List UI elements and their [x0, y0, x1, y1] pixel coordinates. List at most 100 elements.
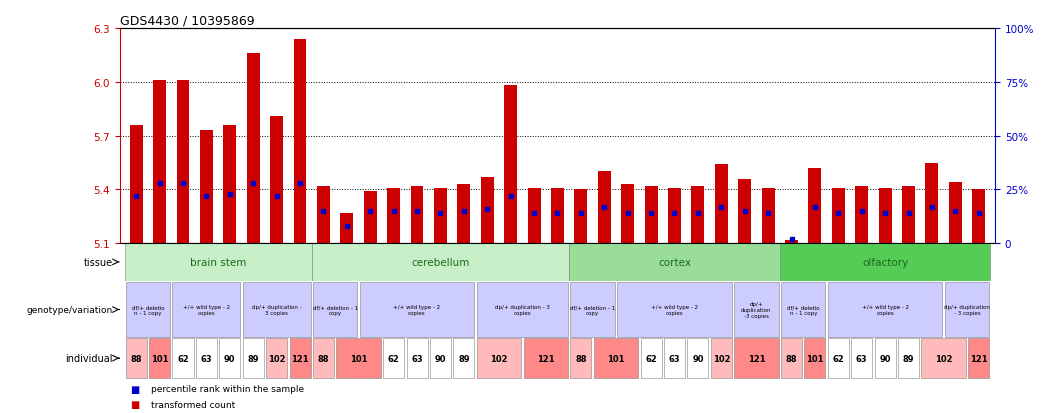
Bar — [317, 186, 330, 244]
Text: +/+ wild type - 2
copies: +/+ wild type - 2 copies — [394, 304, 441, 315]
Bar — [902, 186, 915, 244]
Text: 63: 63 — [412, 354, 423, 363]
Text: df/+ deletio
n - 1 copy: df/+ deletio n - 1 copy — [131, 304, 165, 315]
Bar — [173, 282, 241, 337]
Text: olfactory: olfactory — [862, 257, 909, 267]
Bar — [617, 282, 731, 337]
Text: 88: 88 — [318, 354, 329, 363]
Bar — [477, 339, 521, 378]
Bar — [527, 188, 541, 244]
Text: 121: 121 — [747, 354, 765, 363]
Bar — [383, 339, 404, 378]
Bar — [341, 213, 353, 244]
Text: 89: 89 — [458, 354, 470, 363]
Text: individual: individual — [66, 353, 113, 363]
Bar — [126, 339, 147, 378]
Text: df/+ deletio
n - 1 copy: df/+ deletio n - 1 copy — [787, 304, 819, 315]
Text: 62: 62 — [388, 354, 399, 363]
Bar — [949, 183, 962, 244]
Bar — [457, 185, 470, 244]
Bar — [406, 339, 427, 378]
Bar — [388, 188, 400, 244]
Bar — [243, 282, 311, 337]
Bar — [430, 339, 451, 378]
Text: 62: 62 — [833, 354, 844, 363]
Text: +/+ wild type - 2
copies: +/+ wild type - 2 copies — [651, 304, 698, 315]
Text: 102: 102 — [268, 354, 286, 363]
Bar — [411, 186, 423, 244]
Text: 101: 101 — [151, 354, 169, 363]
Text: 102: 102 — [490, 354, 507, 363]
Text: dp/+ duplication - 3
copies: dp/+ duplication - 3 copies — [495, 304, 550, 315]
Text: transformed count: transformed count — [151, 400, 235, 409]
Text: ■: ■ — [130, 384, 140, 394]
Bar — [945, 282, 989, 337]
Bar — [243, 339, 264, 378]
Bar — [569, 244, 779, 281]
Bar — [968, 339, 989, 378]
Text: 88: 88 — [786, 354, 797, 363]
Text: 121: 121 — [291, 354, 308, 363]
Bar — [504, 86, 517, 244]
Bar — [668, 188, 680, 244]
Text: +/+ wild type - 2
copies: +/+ wild type - 2 copies — [182, 304, 230, 315]
Text: 90: 90 — [435, 354, 446, 363]
Bar — [779, 244, 991, 281]
Text: brain stem: brain stem — [190, 257, 246, 267]
Text: 89: 89 — [248, 354, 259, 363]
Text: dp/+ duplication
- 3 copies: dp/+ duplication - 3 copies — [944, 304, 990, 315]
Bar — [664, 339, 685, 378]
Bar — [827, 282, 942, 337]
Bar — [972, 190, 985, 244]
Bar — [851, 339, 872, 378]
Bar — [200, 131, 213, 244]
Bar — [645, 186, 658, 244]
Text: 63: 63 — [669, 354, 680, 363]
Text: percentile rank within the sample: percentile rank within the sample — [151, 384, 304, 393]
Text: 90: 90 — [879, 354, 891, 363]
Bar — [196, 339, 217, 378]
Bar — [153, 81, 166, 244]
Bar — [130, 126, 143, 244]
Bar — [832, 188, 845, 244]
Bar — [126, 282, 170, 337]
Text: 101: 101 — [350, 354, 367, 363]
Bar — [735, 282, 778, 337]
Bar — [715, 165, 727, 244]
Bar — [598, 172, 611, 244]
Bar — [270, 116, 283, 244]
Bar — [921, 339, 966, 378]
Bar — [313, 282, 357, 337]
Bar — [149, 339, 170, 378]
Text: cortex: cortex — [658, 257, 691, 267]
Bar — [692, 186, 704, 244]
Text: genotype/variation: genotype/variation — [26, 305, 113, 314]
Bar — [480, 178, 494, 244]
Text: dp/+ duplication -
3 copies: dp/+ duplication - 3 copies — [252, 304, 301, 315]
Text: 101: 101 — [807, 354, 823, 363]
Bar — [809, 169, 821, 244]
Bar — [477, 282, 568, 337]
Bar — [247, 54, 259, 244]
Bar — [785, 240, 798, 244]
Text: 121: 121 — [537, 354, 554, 363]
Bar — [898, 339, 919, 378]
Text: 102: 102 — [935, 354, 952, 363]
Bar — [688, 339, 709, 378]
Bar — [739, 179, 751, 244]
Bar — [337, 339, 380, 378]
Bar — [804, 339, 825, 378]
Text: dp/+
duplication
-3 copies: dp/+ duplication -3 copies — [741, 301, 772, 318]
Bar — [780, 282, 825, 337]
Bar — [925, 163, 939, 244]
Text: 63: 63 — [201, 354, 213, 363]
Bar — [173, 339, 194, 378]
Text: 90: 90 — [692, 354, 703, 363]
Text: cerebellum: cerebellum — [412, 257, 470, 267]
Bar — [359, 282, 474, 337]
Bar — [551, 188, 564, 244]
Text: +/+ wild type - 2
copies: +/+ wild type - 2 copies — [862, 304, 909, 315]
Bar — [641, 339, 662, 378]
Text: 88: 88 — [130, 354, 142, 363]
Bar — [290, 339, 311, 378]
